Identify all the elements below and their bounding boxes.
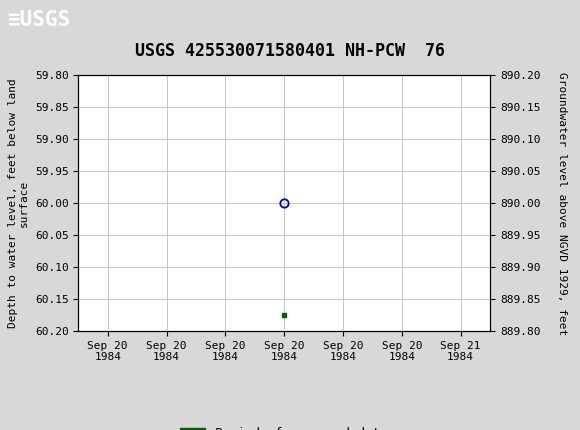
Y-axis label: Depth to water level, feet below land
surface: Depth to water level, feet below land su… <box>8 78 29 328</box>
Y-axis label: Groundwater level above NGVD 1929, feet: Groundwater level above NGVD 1929, feet <box>557 71 567 335</box>
Text: USGS 425530071580401 NH-PCW  76: USGS 425530071580401 NH-PCW 76 <box>135 42 445 60</box>
Text: ≡USGS: ≡USGS <box>7 10 70 30</box>
Legend: Period of approved data: Period of approved data <box>175 422 393 430</box>
